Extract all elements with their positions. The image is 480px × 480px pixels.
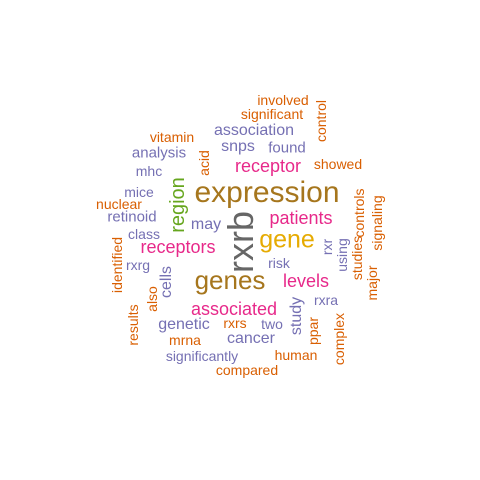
word-ppar: ppar: [305, 316, 321, 346]
word-rxrs: rxrs: [223, 315, 247, 331]
word-risk: risk: [268, 255, 290, 271]
word-showed: showed: [313, 156, 363, 172]
word-associated: associated: [190, 299, 278, 319]
word-results: results: [125, 304, 141, 346]
word-mhc: mhc: [135, 163, 163, 179]
word-identified: identified: [109, 236, 125, 294]
word-may: may: [190, 216, 222, 233]
word-mice: mice: [124, 184, 154, 200]
word-acid: acid: [196, 150, 212, 176]
word-rxrg: rxrg: [125, 257, 151, 273]
word-mrna: mrna: [169, 332, 201, 348]
word-association: association: [213, 122, 295, 139]
word-studies: studies: [349, 235, 365, 281]
word-involved: involved: [257, 92, 309, 108]
word-snps: snps: [221, 138, 255, 155]
word-receptors: receptors: [140, 237, 216, 257]
word-nuclear: nuclear: [96, 196, 142, 212]
word-levels: levels: [282, 271, 330, 291]
word-retinoid: retinoid: [107, 208, 157, 226]
word-control: control: [313, 99, 329, 143]
word-controls: controls: [351, 188, 367, 238]
word-also: also: [144, 286, 160, 312]
word-vitamin: vitamin: [149, 129, 195, 145]
word-cancer: cancer: [226, 330, 276, 347]
word-receptor: receptor: [234, 156, 302, 176]
word-significantly: significantly: [165, 348, 239, 364]
word-genes: genes: [194, 265, 266, 295]
word-significant: significant: [240, 106, 304, 122]
word-human: human: [274, 347, 318, 363]
word-rxr: rxr: [319, 238, 335, 256]
word-genetic: genetic: [158, 316, 210, 333]
word-compared: compared: [215, 362, 279, 378]
word-region: region: [167, 177, 189, 233]
word-analysis: analysis: [131, 144, 187, 162]
word-two: two: [261, 316, 283, 332]
word-study: study: [288, 296, 305, 336]
word-rxrb: rxrb: [220, 211, 261, 273]
word-gene: gene: [259, 225, 315, 254]
word-class: class: [128, 226, 160, 242]
word-cells: cells: [158, 265, 175, 299]
word-rxra: rxra: [313, 292, 339, 308]
word-signaling: signaling: [369, 195, 385, 251]
word-patients: patients: [269, 208, 333, 228]
word-major: major: [364, 265, 380, 301]
word-using: using: [334, 238, 350, 272]
word-expression: expression: [194, 176, 340, 209]
word-complex: complex: [331, 312, 347, 366]
word-found: found: [268, 139, 306, 157]
